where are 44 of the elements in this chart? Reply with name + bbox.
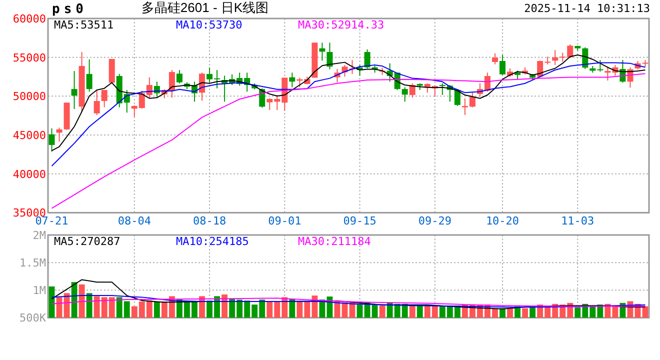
x-tick-label: 09-29 [418, 214, 452, 228]
candlestick [71, 70, 78, 110]
text: 2025-11-14 10:31:13 [524, 2, 650, 15]
x-tick-label: 11-03 [561, 214, 594, 228]
candlestick [94, 90, 100, 116]
candlestick [101, 89, 108, 108]
text: MA30:52914.33 [298, 18, 384, 32]
candlestick [402, 86, 408, 102]
text: MA30:211184 [298, 235, 372, 248]
candlestick [492, 52, 498, 65]
candlestick [176, 70, 182, 84]
candlestick [56, 127, 62, 142]
candlestick [409, 82, 416, 98]
y-tick-label: 55000 [12, 51, 46, 64]
y-tick-label: 1M [32, 284, 46, 298]
candlestick [48, 128, 55, 152]
x-tick-label: 09-15 [343, 214, 376, 228]
y-tick-label: 45000 [12, 129, 46, 142]
line-series [51, 295, 646, 308]
y-tick-label: 50000 [12, 90, 46, 104]
text: MA5:270287 [54, 235, 120, 248]
y-tick-label: 60000 [12, 12, 46, 26]
text: MA10:254185 [176, 235, 249, 248]
y-tick-label: 500K [20, 312, 46, 325]
x-tick-label: 10-20 [486, 214, 520, 228]
candlestick [289, 72, 296, 88]
text: ps0 [52, 2, 88, 17]
candlestick [500, 54, 506, 76]
x-tick-label: 08-18 [192, 214, 226, 228]
line-series [51, 298, 646, 307]
x-tick-label: 08-04 [118, 214, 152, 228]
candlestick [326, 42, 333, 70]
y-tick-label: 2M [32, 229, 46, 242]
text: MA5:53511 [54, 18, 114, 32]
text: MA10:53730 [176, 18, 242, 32]
y-tick-label: 1.5M [20, 256, 46, 270]
candlestick [86, 58, 92, 92]
chart-title: 多晶硅2601 - 日K线图 [141, 0, 269, 15]
candlestick [552, 50, 558, 66]
candlestick [319, 42, 326, 62]
candlestick [168, 70, 175, 98]
candlestick [364, 48, 370, 69]
x-tick-label: 09-01 [268, 214, 302, 228]
y-tick-label: 40000 [12, 168, 46, 181]
